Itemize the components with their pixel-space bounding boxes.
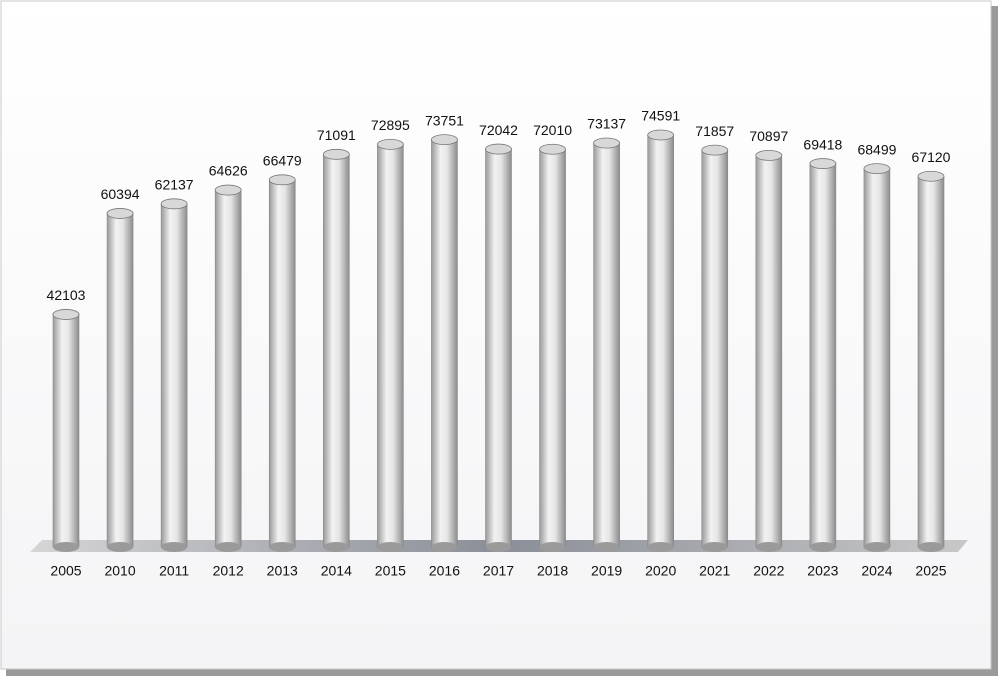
bar xyxy=(214,189,242,548)
bar-bottom xyxy=(53,542,79,552)
bar xyxy=(809,163,837,548)
x-tick-label: 2013 xyxy=(267,563,298,579)
bar-bottom xyxy=(701,542,728,552)
x-tick-label: 2018 xyxy=(537,563,568,579)
bar-top xyxy=(539,143,566,155)
value-label: 69418 xyxy=(803,136,842,152)
bar-top xyxy=(268,174,296,186)
bar-bottom xyxy=(809,542,836,552)
value-label: 73137 xyxy=(587,116,626,132)
bar-bottom xyxy=(107,542,134,552)
bar-top xyxy=(485,143,512,155)
x-tick-label: 2015 xyxy=(375,563,406,579)
x-tick-label: 2010 xyxy=(104,563,135,579)
bar xyxy=(647,134,674,548)
bar xyxy=(539,148,566,548)
bar-top xyxy=(701,144,729,156)
bar xyxy=(160,203,188,548)
bar xyxy=(52,314,80,548)
bar-bottom xyxy=(485,542,512,552)
bar xyxy=(323,154,350,548)
bar-top xyxy=(160,198,188,210)
value-label: 62137 xyxy=(155,176,194,192)
bar-bottom xyxy=(377,542,404,552)
x-tick-label: 2020 xyxy=(645,563,676,579)
bar-bottom xyxy=(215,542,242,552)
value-label: 42103 xyxy=(47,287,86,303)
bar-top xyxy=(376,138,404,150)
bar xyxy=(593,142,620,548)
x-tick-label: 2017 xyxy=(483,563,514,579)
value-label: 67120 xyxy=(912,149,951,165)
bar-bottom xyxy=(269,542,296,552)
value-label: 74591 xyxy=(641,108,680,124)
value-label: 72895 xyxy=(371,117,410,133)
bar xyxy=(917,175,945,548)
bar xyxy=(701,149,729,548)
x-tick-label: 2014 xyxy=(321,563,352,579)
bar-bottom xyxy=(647,542,674,552)
x-tick-label: 2019 xyxy=(591,563,622,579)
bar-top xyxy=(431,134,458,146)
value-label: 68499 xyxy=(857,141,896,157)
x-tick-label: 2024 xyxy=(861,563,892,579)
bar xyxy=(863,168,891,548)
x-tick-label: 2025 xyxy=(915,563,946,579)
value-label: 71091 xyxy=(317,127,356,143)
bar-bottom xyxy=(918,542,944,552)
bar-bottom xyxy=(755,542,782,552)
bar-bottom xyxy=(161,542,188,552)
bar-top xyxy=(322,148,350,160)
bar xyxy=(106,213,134,548)
x-tick-label: 2021 xyxy=(699,563,730,579)
bar-top xyxy=(755,150,783,161)
bar-top xyxy=(809,158,837,169)
bar-top xyxy=(647,129,675,141)
bar xyxy=(268,179,296,548)
value-label: 64626 xyxy=(209,163,248,179)
bar-bottom xyxy=(431,542,458,552)
bar xyxy=(485,148,512,548)
bar-top xyxy=(52,309,80,320)
x-tick-label: 2016 xyxy=(429,563,460,579)
value-label: 73751 xyxy=(425,112,464,128)
value-label: 72042 xyxy=(479,122,518,138)
x-tick-label: 2022 xyxy=(753,563,784,579)
bar xyxy=(755,155,783,548)
value-label: 66479 xyxy=(263,153,302,169)
bar-top xyxy=(106,208,134,219)
x-tick-label: 2005 xyxy=(50,563,81,579)
bar-bottom xyxy=(539,542,566,552)
bar-top xyxy=(214,184,242,196)
bar-bottom xyxy=(593,542,620,552)
bar xyxy=(377,144,404,548)
bar-bottom xyxy=(323,542,350,552)
value-label: 72010 xyxy=(533,122,572,138)
x-tick-label: 2023 xyxy=(807,563,838,579)
x-tick-label: 2011 xyxy=(159,563,189,579)
x-tick-label: 2012 xyxy=(213,563,244,579)
bar-top xyxy=(917,170,945,182)
bar-bottom xyxy=(863,542,890,552)
value-label: 70897 xyxy=(749,128,788,144)
bar-top xyxy=(593,137,621,149)
bar xyxy=(431,139,458,548)
value-label: 60394 xyxy=(101,186,140,202)
bar-top xyxy=(863,163,891,175)
value-label: 71857 xyxy=(695,123,734,139)
